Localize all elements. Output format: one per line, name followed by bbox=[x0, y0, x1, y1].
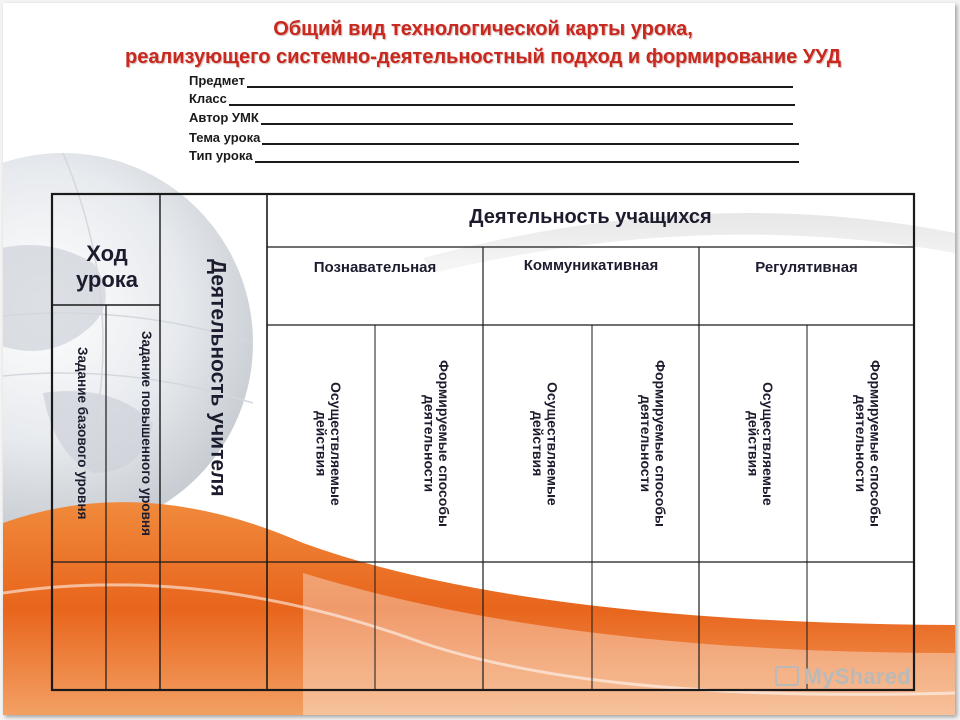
group-cognitive: Познавательная bbox=[313, 259, 437, 276]
field-type-label: Тип урока bbox=[189, 148, 253, 163]
sub-methods-communicative: Формируемые способы деятельности bbox=[592, 325, 699, 562]
group-regulative: Регулятивная bbox=[755, 259, 858, 276]
title-line-1: Общий вид технологической карты урока, bbox=[273, 18, 693, 40]
field-author: Автор УМК bbox=[189, 109, 793, 125]
sub-done-communicative: Осуществляемые действия bbox=[483, 325, 592, 562]
col-task-base-label: Задание базового уровня bbox=[75, 347, 90, 520]
slide: Общий вид технологической карты урока, р… bbox=[3, 3, 955, 715]
sub-methods-cognitive-label: Формируемые способы деятельности bbox=[421, 360, 452, 527]
orange-swoosh bbox=[3, 502, 955, 715]
col-task-advanced-label: Задание повышенного уровня bbox=[139, 331, 154, 536]
sub-done-regulative: Осуществляемые действия bbox=[699, 325, 807, 562]
field-class: Класс bbox=[189, 90, 795, 106]
title-line-2: реализующего системно-деятельностный под… bbox=[125, 46, 841, 68]
watermark-icon bbox=[775, 666, 800, 686]
header-students-activity: Деятельность учащихся bbox=[469, 206, 712, 228]
lesson-table-grid bbox=[50, 192, 916, 692]
group-communicative: Коммуникативная bbox=[523, 257, 659, 274]
field-subject-label: Предмет bbox=[189, 73, 245, 88]
field-author-label: Автор УМК bbox=[189, 110, 259, 125]
field-subject: Предмет bbox=[189, 72, 793, 88]
header-lesson-course: Ход урока bbox=[75, 241, 139, 292]
col-teacher-activity-label: Деятельность учителя bbox=[206, 259, 230, 497]
sub-methods-cognitive: Формируемые способы деятельности bbox=[375, 325, 483, 562]
col-task-base: Задание базового уровня bbox=[52, 305, 106, 562]
watermark: MyShared bbox=[775, 664, 911, 690]
sub-methods-regulative: Формируемые способы деятельности bbox=[807, 325, 914, 562]
field-topic-label: Тема урока bbox=[189, 130, 261, 145]
sub-done-cognitive: Осуществляемые действия bbox=[267, 325, 375, 562]
sub-methods-communicative-label: Формируемые способы деятельности bbox=[637, 360, 669, 527]
watermark-text: MyShared bbox=[803, 664, 911, 689]
field-topic: Тема урока bbox=[189, 129, 799, 145]
sub-methods-regulative-label: Формируемые способы деятельности bbox=[852, 360, 884, 527]
field-class-label: Класс bbox=[189, 91, 227, 106]
col-task-advanced: Задание повышенного уровня bbox=[106, 305, 160, 562]
sub-done-regulative-label: Осуществляемые действия bbox=[745, 381, 776, 506]
background-illustration bbox=[3, 152, 955, 715]
col-teacher-activity: Деятельность учителя bbox=[160, 194, 267, 562]
sub-done-cognitive-label: Осуществляемые действия bbox=[313, 381, 344, 506]
field-type: Тип урока bbox=[189, 147, 799, 163]
sub-done-communicative-label: Осуществляемые действия bbox=[529, 381, 561, 506]
